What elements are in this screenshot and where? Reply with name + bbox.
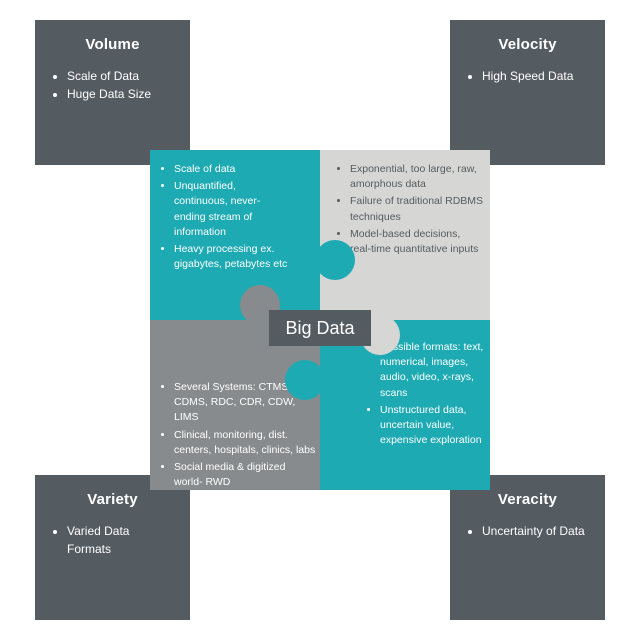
list-item: Scale of data [174, 162, 290, 177]
corner-list: High Speed Data [464, 67, 591, 85]
corner-veracity: Veracity Uncertainty of Data [450, 475, 605, 620]
puzzle-piece-tr: Exponential, too large, raw, amorphous d… [320, 150, 490, 320]
corner-volume: Volume Scale of Data Huge Data Size [35, 20, 190, 165]
piece-text: Possible formats: text, numerical, image… [366, 340, 484, 451]
list-item: Model-based decisions, real-time quantit… [350, 227, 484, 257]
corner-title: Variety [49, 491, 176, 508]
corner-title: Veracity [464, 491, 591, 508]
list-item: Social media & digitized world- RWD [174, 460, 316, 490]
corner-list: Uncertainty of Data [464, 522, 591, 540]
list-item: Huge Data Size [67, 85, 176, 103]
list-item: Scale of Data [67, 67, 176, 85]
list-item: Unquantified, continuous, never-ending s… [174, 179, 290, 240]
list-item: Heavy processing ex. gigabytes, petabyte… [174, 242, 290, 272]
center-title-label: Big Data [269, 310, 371, 346]
list-item: Clinical, monitoring, dist. centers, hos… [174, 428, 316, 458]
corner-title: Velocity [464, 36, 591, 53]
list-item: Unstructured data, uncertain value, expe… [380, 403, 484, 449]
corner-list: Scale of Data Huge Data Size [49, 67, 176, 103]
corner-variety: Variety Varied Data Formats [35, 475, 190, 620]
puzzle-knob-icon [315, 240, 355, 280]
piece-text: Exponential, too large, raw, amorphous d… [336, 162, 484, 259]
puzzle-piece-tl: Scale of data Unquantified, continuous, … [150, 150, 320, 320]
list-item: Varied Data Formats [67, 522, 176, 558]
list-item: Failure of traditional RDBMS techniques [350, 194, 484, 224]
list-item: Exponential, too large, raw, amorphous d… [350, 162, 484, 192]
list-item: High Speed Data [482, 67, 591, 85]
corner-title: Volume [49, 36, 176, 53]
corner-velocity: Velocity High Speed Data [450, 20, 605, 165]
puzzle-knob-icon [285, 360, 325, 400]
piece-text: Scale of data Unquantified, continuous, … [160, 162, 290, 275]
list-item: Possible formats: text, numerical, image… [380, 340, 484, 401]
list-item: Uncertainty of Data [482, 522, 591, 540]
center-title-text: Big Data [285, 318, 354, 339]
corner-list: Varied Data Formats [49, 522, 176, 558]
piece-text: Several Systems: CTMS, CDMS, RDC, CDR, C… [160, 380, 316, 493]
